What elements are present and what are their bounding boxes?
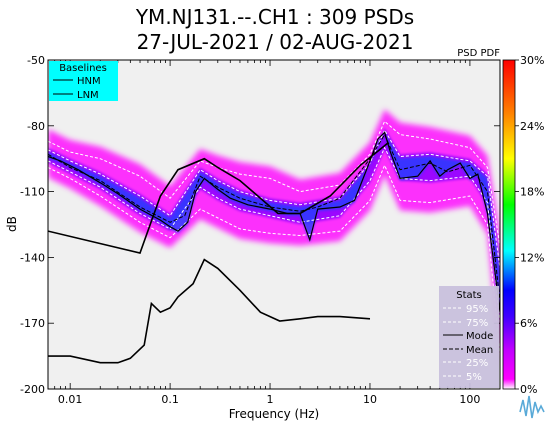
y-axis-label: dB bbox=[5, 216, 19, 232]
stats-legend-25: 25% bbox=[466, 358, 488, 369]
series-line-5pct bbox=[48, 164, 500, 357]
density-band-outer bbox=[48, 109, 500, 367]
x-axis-label: Frequency (Hz) bbox=[229, 407, 320, 421]
baselines-legend-hnm: HNM bbox=[77, 76, 101, 87]
colorbar-tick-label: 30% bbox=[520, 54, 544, 67]
y-tick-label: -80 bbox=[27, 120, 45, 133]
series-line-hnm bbox=[48, 142, 389, 254]
colorbar-ticks: 0% 6% 12% 18% 24% 30% bbox=[515, 54, 544, 396]
baselines-legend-title: Baselines bbox=[59, 63, 107, 74]
colorbar-tick-label: 0% bbox=[520, 383, 537, 396]
x-tick-label: 100 bbox=[459, 393, 480, 406]
stats-legend-mode: Mode bbox=[466, 331, 493, 342]
plot-frame bbox=[47, 59, 501, 390]
waveform-logo-icon bbox=[519, 395, 545, 419]
colorbar-tick-label: 6% bbox=[520, 317, 537, 330]
x-tick-label: 0.01 bbox=[58, 393, 83, 406]
stats-legend-5: 5% bbox=[466, 372, 482, 383]
y-tick-label: -200 bbox=[20, 383, 45, 396]
chart-subtitle: 27-JUL-2021 / 02-AUG-2021 bbox=[137, 30, 414, 54]
x-tick-label: 0.1 bbox=[161, 393, 179, 406]
stats-legend-title: Stats bbox=[456, 290, 482, 301]
series-line-lnm bbox=[48, 258, 371, 364]
baselines-legend-lnm: LNM bbox=[77, 90, 99, 101]
series-line-75pct bbox=[48, 129, 500, 269]
y-tick-label: -140 bbox=[20, 251, 45, 264]
series-line-mode bbox=[48, 131, 500, 313]
y-tick-label: -50 bbox=[27, 54, 45, 67]
baselines-legend: Baselines HNM LNM bbox=[49, 61, 118, 101]
chart-title: YM.NJ131.--.CH1 : 309 PSDs bbox=[135, 5, 414, 29]
colorbar bbox=[502, 59, 516, 390]
series-line-mean bbox=[48, 133, 500, 302]
series-lines bbox=[48, 120, 500, 364]
stats-legend: Stats 95% 75% Mode Mean 25% 5% bbox=[439, 286, 499, 388]
series-line-25pct bbox=[48, 146, 500, 324]
series-line-95pct bbox=[48, 120, 500, 247]
y-axis-ticks: -50 -80 -110 -140 -170 -200 bbox=[20, 54, 500, 396]
stats-legend-95: 95% bbox=[466, 304, 488, 315]
stats-legend-mean: Mean bbox=[466, 345, 493, 356]
y-tick-label: -170 bbox=[20, 317, 45, 330]
density-layer bbox=[48, 109, 500, 367]
colorbar-tick-label: 12% bbox=[520, 251, 544, 264]
colorbar-tick-label: 24% bbox=[520, 120, 544, 133]
colorbar-label: PSD PDF bbox=[457, 48, 500, 59]
x-tick-label: 1 bbox=[267, 393, 274, 406]
y-tick-label: -110 bbox=[20, 186, 45, 199]
colorbar-tick-label: 18% bbox=[520, 186, 544, 199]
stats-legend-75: 75% bbox=[466, 318, 488, 329]
x-tick-label: 10 bbox=[363, 393, 377, 406]
